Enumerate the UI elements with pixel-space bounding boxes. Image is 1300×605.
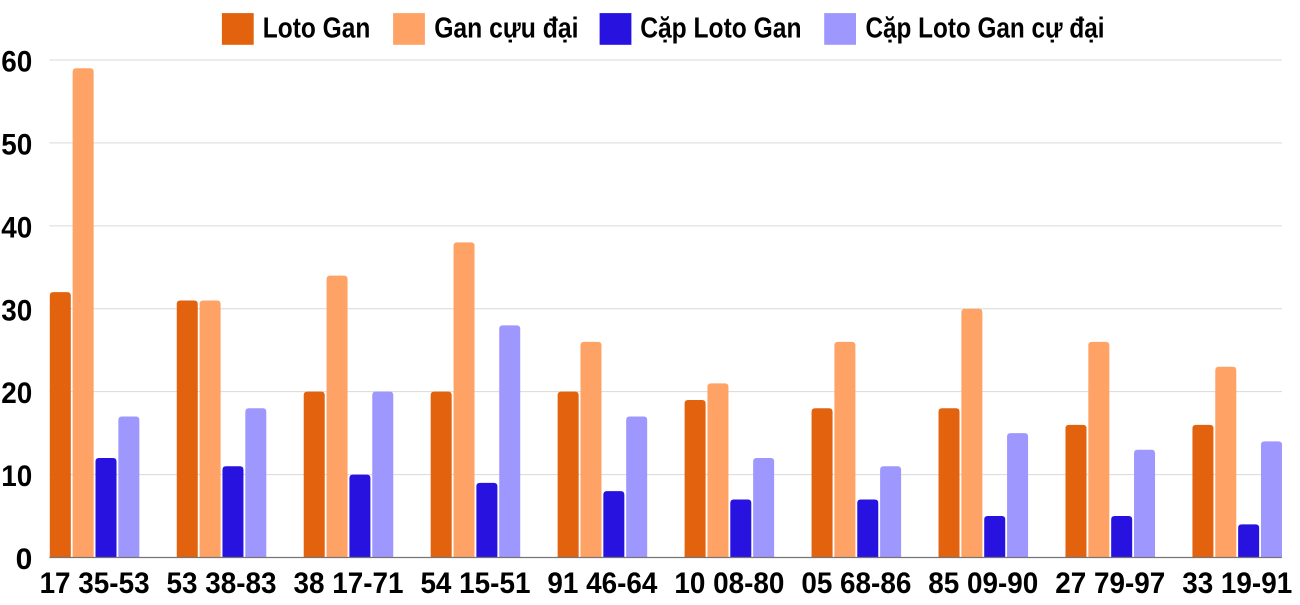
svg-text:20: 20 (1, 377, 32, 410)
svg-text:Gan cựu đại: Gan cựu đại (434, 13, 578, 45)
svg-text:Loto Gan: Loto Gan (263, 13, 371, 45)
svg-text:05 68-86: 05 68-86 (801, 567, 911, 600)
svg-text:60: 60 (1, 46, 32, 79)
svg-text:85 09-90: 85 09-90 (928, 567, 1038, 600)
svg-text:53 38-83: 53 38-83 (167, 567, 277, 600)
svg-text:33 19-91: 33 19-91 (1182, 567, 1292, 600)
svg-text:10: 10 (1, 460, 32, 493)
svg-text:0: 0 (16, 543, 33, 576)
svg-text:91 46-64: 91 46-64 (547, 567, 657, 600)
svg-text:30: 30 (1, 294, 32, 327)
svg-text:17 35-53: 17 35-53 (40, 567, 150, 600)
svg-text:Cặp Loto Gan cự đại: Cặp Loto Gan cự đại (866, 13, 1105, 45)
svg-text:40: 40 (1, 211, 32, 244)
svg-text:Cặp Loto Gan: Cặp Loto Gan (640, 13, 801, 45)
svg-text:50: 50 (1, 128, 32, 161)
svg-text:54 15-51: 54 15-51 (420, 567, 530, 600)
svg-text:38 17-71: 38 17-71 (293, 567, 403, 600)
svg-text:27 79-97: 27 79-97 (1055, 567, 1165, 600)
svg-text:10 08-80: 10 08-80 (674, 567, 784, 600)
